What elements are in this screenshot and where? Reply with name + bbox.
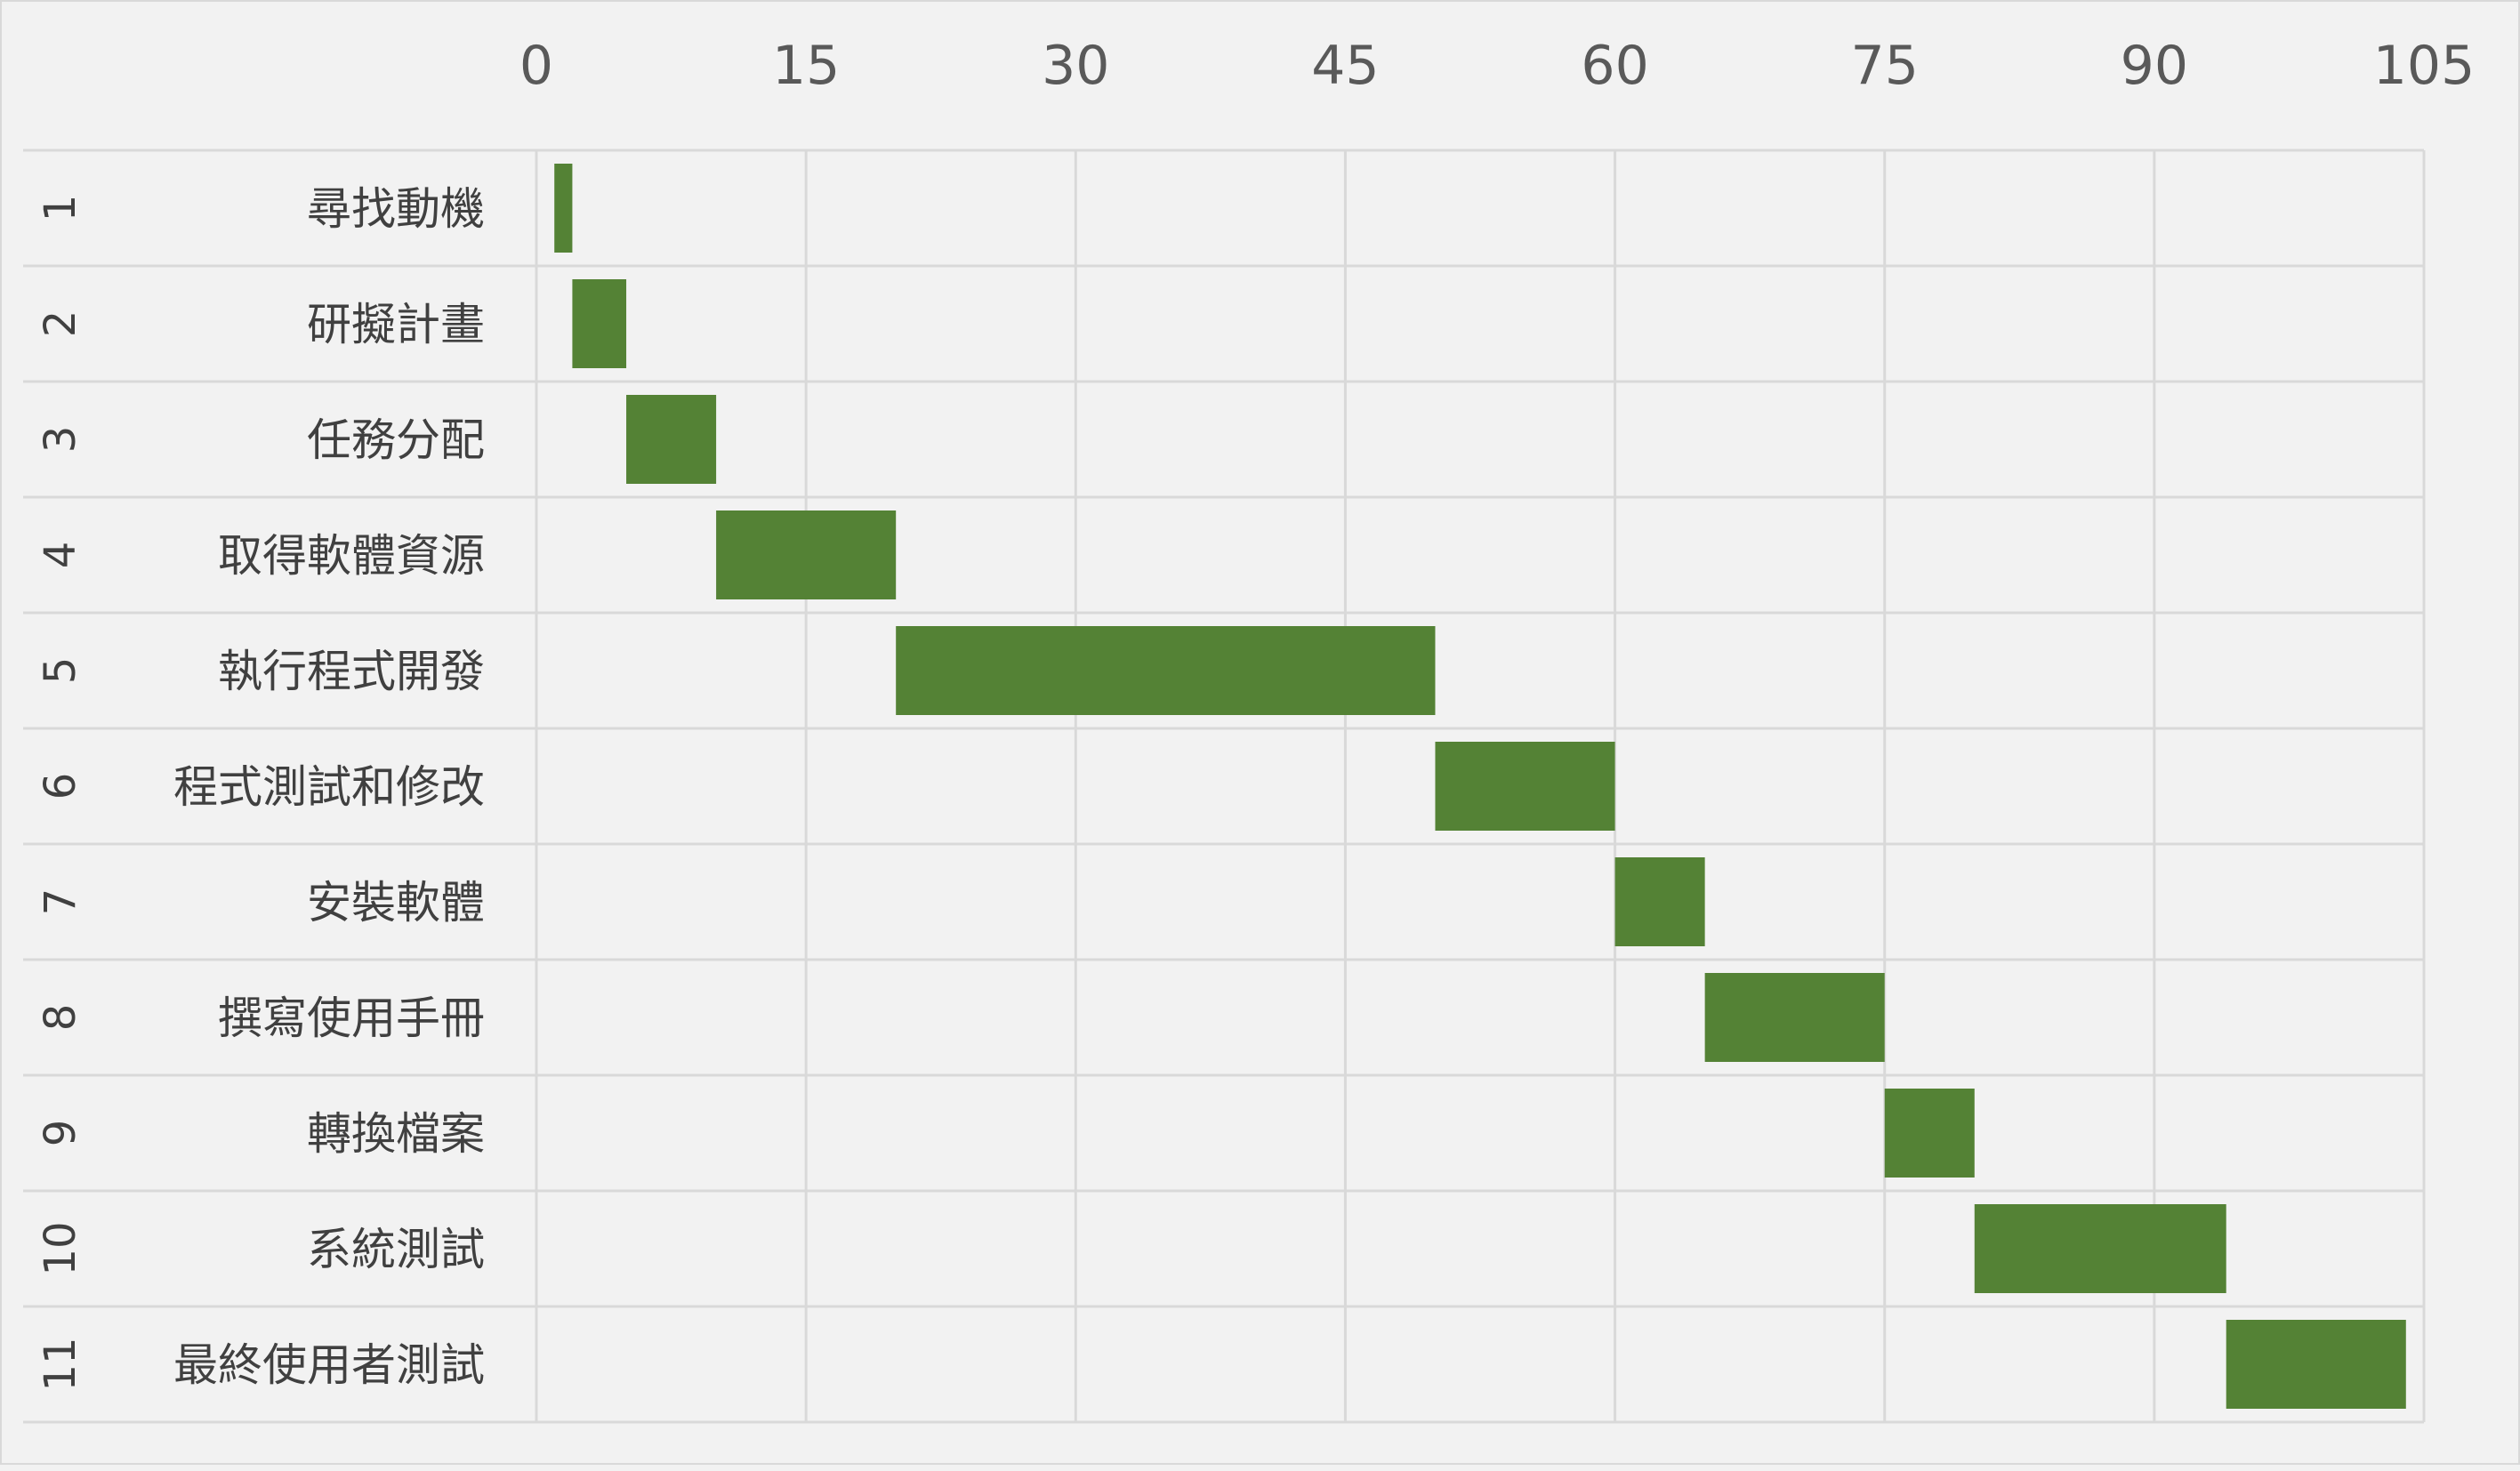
- task-name-label: 研擬計畫: [307, 299, 485, 350]
- task-id-label: 6: [36, 773, 85, 800]
- label-layer: 0 15 30 45 60 75 90 105尋找動機1研擬計畫2任務分配3取得軟體資源4執行…: [36, 35, 2475, 1392]
- x-tick-label: 15: [772, 35, 840, 97]
- task-id-label: 9: [36, 1120, 85, 1147]
- task-name-label: 程式測試和修改: [173, 761, 485, 813]
- bar-layer: [554, 164, 2406, 1409]
- task-name-label: 任務分配: [307, 414, 485, 466]
- task-bar: [896, 626, 1436, 715]
- task-bar: [554, 164, 573, 253]
- task-bar: [1884, 1089, 1975, 1178]
- task-name-label: 系統測試: [307, 1224, 485, 1275]
- task-name-label: 尋找動機: [307, 183, 485, 235]
- task-id-label: 10: [36, 1221, 85, 1275]
- task-id-label: 1: [36, 195, 85, 222]
- task-id-label: 4: [36, 542, 85, 569]
- task-bar: [1974, 1204, 2226, 1293]
- task-name-label: 執行程式開發: [218, 646, 485, 697]
- x-tick-label: 30: [1042, 35, 1109, 97]
- task-name-label: 轉換檔案: [307, 1108, 485, 1160]
- task-bar: [2226, 1320, 2406, 1409]
- x-tick-label: 75: [1851, 35, 1919, 97]
- task-bar: [1704, 973, 1885, 1062]
- task-id-label: 8: [36, 1004, 85, 1032]
- task-name-label: 安裝軟體: [307, 877, 485, 928]
- task-name-label: 取得軟體資源: [218, 530, 485, 582]
- x-tick-label: 90: [2121, 35, 2188, 97]
- task-id-label: 2: [36, 310, 85, 338]
- task-bar: [716, 510, 897, 599]
- task-id-label: 3: [36, 426, 85, 454]
- x-tick-label: 60: [1581, 35, 1648, 97]
- task-bar: [1435, 742, 1615, 831]
- x-tick-label: 0: [519, 35, 553, 97]
- task-name-label: 撰寫使用手冊: [218, 993, 485, 1044]
- task-bar: [572, 279, 627, 368]
- task-bar: [1614, 857, 1705, 946]
- task-id-label: 7: [36, 888, 85, 916]
- x-tick-label: 105: [2373, 35, 2476, 97]
- task-id-label: 5: [36, 657, 85, 685]
- task-name-label: 最終使用者測試: [173, 1339, 485, 1391]
- x-tick-label: 45: [1311, 35, 1379, 97]
- grid-layer: [23, 149, 2426, 1424]
- task-id-label: 11: [36, 1337, 85, 1391]
- task-bar: [626, 395, 717, 484]
